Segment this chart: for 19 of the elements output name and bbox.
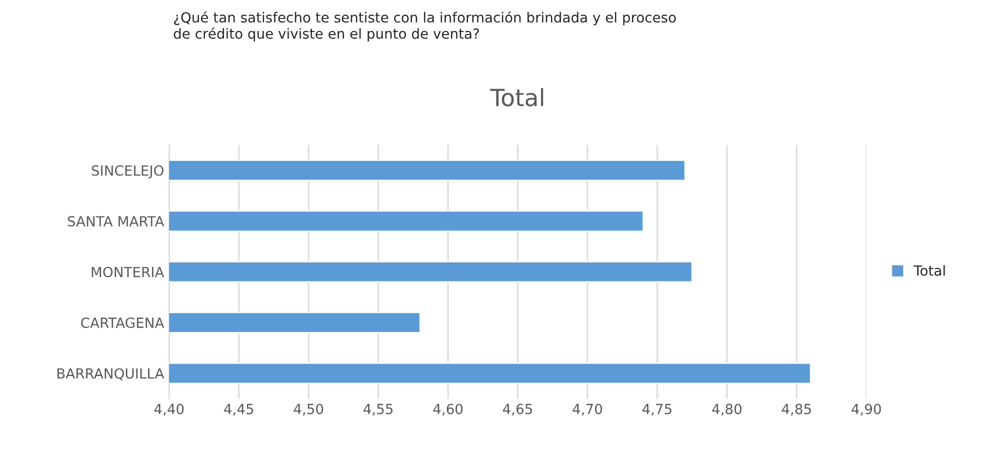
y-tick-label: BARRANQUILLA bbox=[57, 368, 164, 380]
x-tick-label: 4,40 bbox=[154, 404, 184, 416]
y-tick-label: SINCELEJO bbox=[92, 165, 164, 178]
legend-label: Total bbox=[914, 265, 945, 276]
y-tick-label: SANTA MARTA bbox=[68, 216, 164, 227]
x-tick-label: 4,50 bbox=[294, 404, 324, 416]
x-tick-label: 4,55 bbox=[364, 404, 393, 416]
chart-subtitle: ¿Qué tan satisfecho te sentiste con la información brindada y el proceso de crédito que viviste en el punto de venta? bbox=[174, 11, 676, 42]
x-tick-label: 4,80 bbox=[712, 404, 742, 416]
chart-title: Total bbox=[490, 88, 544, 106]
y-tick-label: CARTAGENA bbox=[81, 318, 164, 328]
x-tick-label: 4,65 bbox=[502, 404, 532, 416]
x-tick-label: 4,60 bbox=[433, 404, 463, 416]
x-tick-label: 4,70 bbox=[572, 404, 602, 416]
y-tick-label: MONTERIA bbox=[92, 266, 164, 278]
x-tick-label: 4,75 bbox=[642, 404, 672, 416]
x-tick-label: 4,90 bbox=[852, 404, 881, 416]
x-tick-label: 4,85 bbox=[782, 404, 811, 416]
x-tick-label: 4,45 bbox=[224, 404, 254, 416]
